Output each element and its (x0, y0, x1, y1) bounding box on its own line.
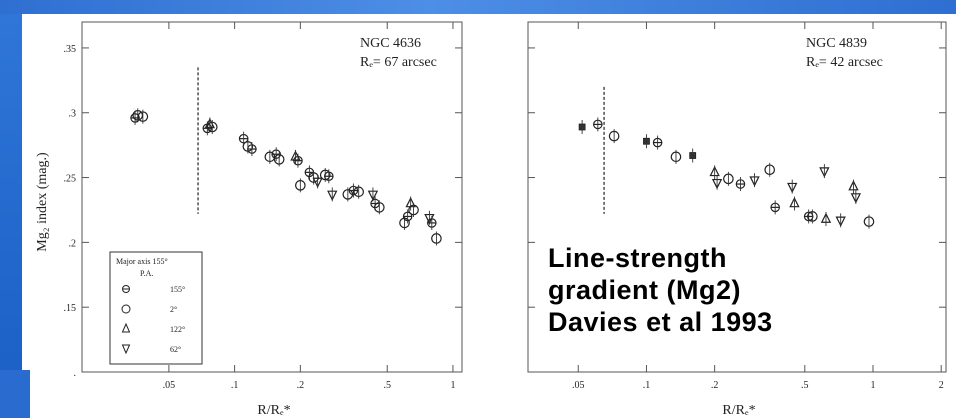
legend-entry-label: 62° (170, 345, 181, 354)
data-points (130, 108, 442, 246)
y-tick-label: .25 (64, 174, 77, 185)
legend-title: Major axis 155° (116, 257, 168, 266)
caption-line-1: Line-strength (548, 243, 727, 273)
data-points (578, 117, 875, 229)
legend: Major axis 155° P.A. 155° 2° 122° 62° (109, 251, 203, 365)
figure-caption: Line-strength gradient (Mg2) Davies et a… (548, 242, 888, 338)
y-tick-label: .35 (64, 44, 77, 55)
x-tick-label: .5 (383, 380, 391, 391)
legend-entry-label: 2° (170, 305, 177, 314)
title-bar-strip (0, 0, 956, 14)
x-axis-label: R/Rₑ* (722, 403, 755, 418)
plot-frame (527, 21, 947, 373)
y-tick-label: .2 (69, 238, 77, 249)
galaxy-name-label: NGC 4839 (806, 36, 867, 51)
left-accent-bar (0, 14, 22, 418)
x-tick-label: 1 (450, 380, 455, 391)
x-tick-label: .5 (801, 380, 809, 391)
legend-marker (121, 322, 131, 333)
x-tick-label: .05 (163, 380, 176, 391)
y-tick-label: . (74, 368, 77, 379)
legend-entry-label: 122° (170, 325, 185, 334)
effective-radius-label: Rₑ= 67 arcsec (360, 55, 437, 70)
caption-line-3: Davies et al 1993 (548, 307, 773, 337)
x-axis-label: R/Rₑ* (257, 403, 290, 418)
x-tick-label: .2 (297, 380, 305, 391)
chart-panel-1: .35 .3 .25 .2 .15. .05 .1 .2 .5 1 R/Rₑ* Mg₂ index (… (35, 21, 463, 418)
y-tick-label: .15 (64, 303, 77, 314)
x-tick-label: .1 (643, 380, 651, 391)
x-tick-label: 2 (939, 380, 944, 391)
y-axis-label: Mg₂ index (mag.) (35, 152, 50, 252)
chart-panel-2: .05 .1 .2 .5 1 2 R/Rₑ* NGC 4839 Rₑ= 42 arcsec (527, 21, 947, 418)
left-accent-block (0, 370, 30, 418)
x-tick-label: .1 (231, 380, 239, 391)
legend-subtitle: P.A. (140, 269, 153, 278)
legend-marker (121, 304, 131, 314)
legend-entry-label: 155° (170, 285, 185, 294)
x-tick-label: 1 (871, 380, 876, 391)
effective-radius-label: Rₑ= 42 arcsec (806, 55, 883, 70)
y-tick-label: .3 (69, 109, 77, 120)
x-tick-label: .2 (711, 380, 719, 391)
plot-frame (81, 21, 463, 373)
galaxy-name-label: NGC 4636 (360, 36, 421, 51)
legend-marker (121, 344, 131, 355)
caption-line-2: gradient (Mg2) (548, 275, 741, 305)
x-tick-label: .05 (572, 380, 585, 391)
